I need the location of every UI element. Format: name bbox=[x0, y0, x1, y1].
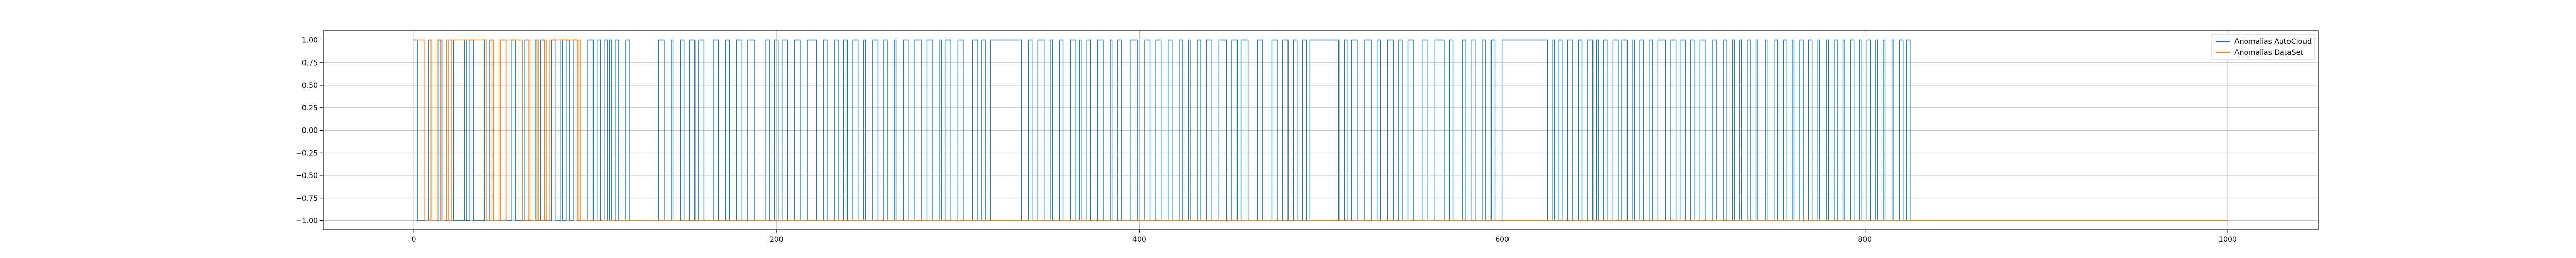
series-line-dataset bbox=[414, 39, 2228, 221]
y-tick-label: 0.25 bbox=[302, 104, 318, 112]
y-tick-label: 0.00 bbox=[302, 127, 318, 135]
legend-box bbox=[2211, 34, 2315, 60]
x-tick-label: 200 bbox=[770, 236, 784, 244]
ticks: −1.00 −0.75 −0.50 −0.25 0.00 0.25 0.50 0.75 1.00… bbox=[296, 37, 2237, 245]
x-tick-label: 600 bbox=[1495, 236, 1509, 244]
x-tick-label: 1000 bbox=[2218, 236, 2237, 244]
y-tick-label: −0.75 bbox=[296, 195, 318, 203]
y-tick-label: 0.50 bbox=[302, 82, 318, 90]
series-layer bbox=[414, 39, 2228, 221]
x-tick-label: 400 bbox=[1132, 236, 1146, 244]
grid bbox=[323, 31, 2318, 230]
y-tick-label: −1.00 bbox=[296, 217, 318, 225]
y-tick-label: −0.50 bbox=[296, 172, 318, 180]
legend-label-autocloud: Anomalias AutoCloud bbox=[2234, 38, 2312, 46]
legend: Anomalias AutoCloud Anomalias DataSet bbox=[2211, 34, 2315, 60]
y-tick-label: −0.25 bbox=[296, 149, 318, 157]
x-tick-label: 0 bbox=[412, 236, 416, 244]
y-tick-label: 0.75 bbox=[302, 59, 318, 67]
x-tick-label: 800 bbox=[1858, 236, 1872, 244]
y-tick-label: 1.00 bbox=[302, 37, 318, 45]
legend-label-dataset: Anomalias DataSet bbox=[2234, 49, 2303, 57]
